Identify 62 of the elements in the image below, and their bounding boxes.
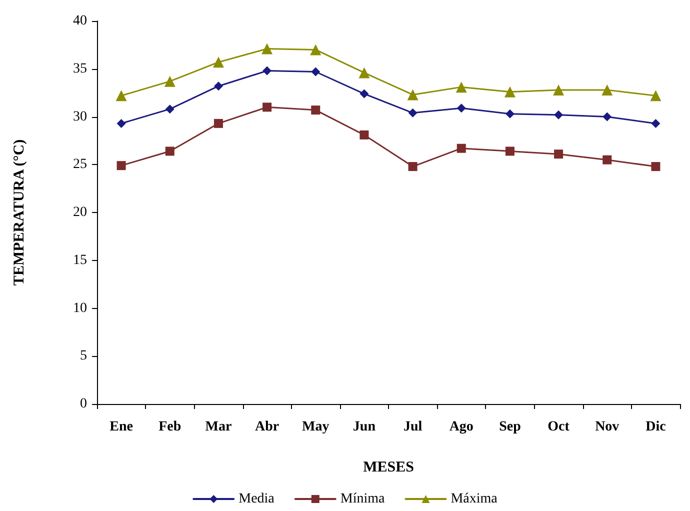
y-tick-label: 25 [73,157,87,172]
point [504,86,516,98]
point [360,89,369,98]
point [602,112,612,122]
point [165,146,174,156]
point [262,43,273,54]
legend-label: Media [238,492,276,506]
point [456,82,467,93]
point [262,102,272,112]
point [650,90,662,102]
x-axis-title: MESES [363,460,414,476]
point [554,150,564,159]
y-tick-label: 30 [73,109,87,124]
y-tick-label: 5 [80,348,87,364]
point [358,67,370,78]
x-tick-label: Feb [158,420,182,434]
y-tick-label: 20 [73,205,87,220]
point [311,67,320,76]
point [116,90,127,102]
point [214,82,223,91]
x-tick-label: Mar [205,420,232,434]
x-tick-label: Dic [646,420,666,434]
point [602,84,613,96]
point [651,162,660,172]
point [408,162,418,172]
point [360,130,369,140]
x-tick-label: Ene [110,420,133,434]
point [408,108,418,118]
y-tick-label: 10 [73,300,87,316]
point [310,44,322,56]
point [553,84,564,96]
point [602,155,612,164]
y-tick-label: 15 [73,252,87,268]
y-tick-label: 0 [80,396,87,412]
point [505,109,514,118]
point [212,56,224,68]
y-tick-label: 35 [73,61,87,76]
point [116,118,126,128]
x-tick-label: Jun [352,420,376,434]
y-tick-label: 40 [73,14,87,28]
point [214,118,223,128]
point [165,104,174,114]
legend-label: Mínima [340,492,386,506]
x-tick-label: Sep [499,420,522,434]
point [554,110,564,120]
point [505,146,514,156]
x-tick-label: Oct [548,420,570,434]
point [456,144,466,153]
point [262,66,272,76]
point [651,118,660,128]
y-axis-title: TEMPERATURA (°C) [12,139,28,286]
x-tick-label: Jul [403,420,422,434]
x-tick-label: Abr [254,420,280,434]
x-tick-label: Nov [595,420,620,434]
point [311,106,320,115]
legend-label: Máxima [450,492,498,506]
point [164,76,176,87]
x-tick-label: May [302,420,330,434]
x-tick-label: Ago [449,420,474,434]
point [116,161,126,170]
point [456,104,466,113]
point [407,89,418,100]
